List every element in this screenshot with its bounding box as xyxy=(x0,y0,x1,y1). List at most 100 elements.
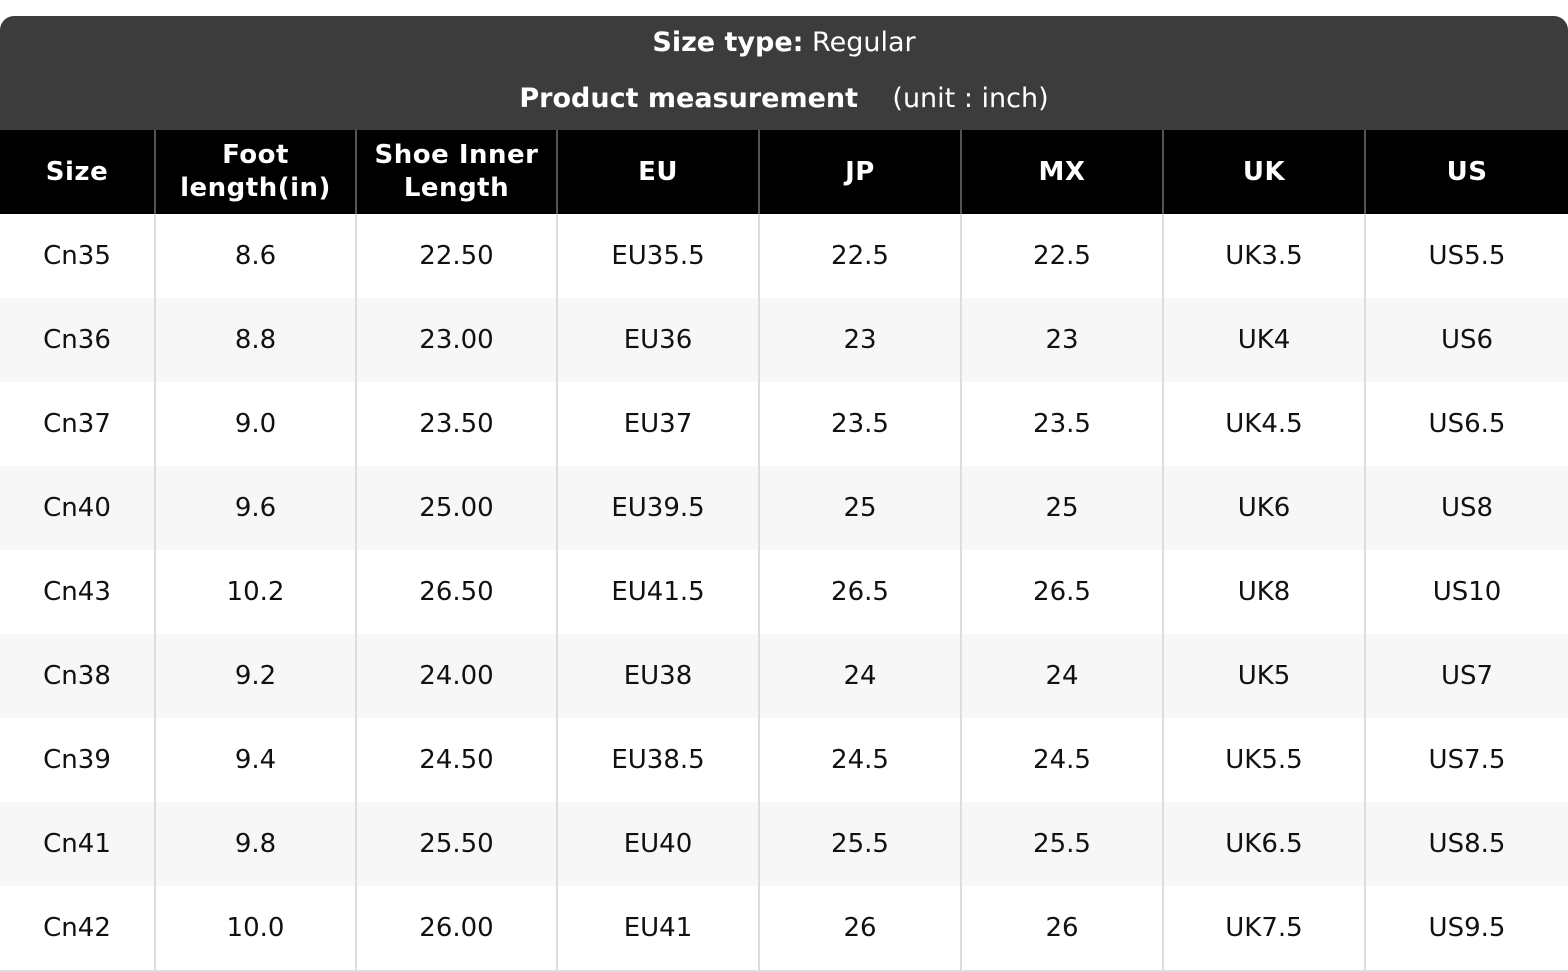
table-cell: 25 xyxy=(758,466,961,550)
table-cell: 26.5 xyxy=(960,550,1163,634)
table-cell: 23.50 xyxy=(355,382,557,466)
table-row: Cn37 9.0 23.50 EU37 23.5 23.5 UK4.5 US6.5 xyxy=(0,382,1568,466)
table-cell: 24 xyxy=(960,634,1163,718)
table-cell: 25 xyxy=(960,466,1163,550)
table-cell: Cn40 xyxy=(0,466,155,550)
table-cell: US8 xyxy=(1364,466,1568,550)
table-cell: Cn37 xyxy=(0,382,155,466)
table-cell: 9.0 xyxy=(154,382,356,466)
table-row: Cn40 9.6 25.00 EU39.5 25 25 UK6 US8 xyxy=(0,466,1568,550)
table-cell: EU41 xyxy=(556,886,759,972)
table-cell: UK6 xyxy=(1162,466,1365,550)
table-cell: 26 xyxy=(960,886,1163,972)
table-cell: 26.5 xyxy=(758,550,961,634)
unit: (unit : inch) xyxy=(892,83,1049,114)
table-cell: 8.8 xyxy=(154,298,356,382)
table-cell: 25.50 xyxy=(355,802,557,886)
table-row: Cn35 8.6 22.50 EU35.5 22.5 22.5 UK3.5 US5.5 xyxy=(0,214,1568,298)
table-cell: 24 xyxy=(758,634,961,718)
table-cell: 9.8 xyxy=(154,802,356,886)
table-cell: UK4.5 xyxy=(1162,382,1365,466)
table-cell: 9.4 xyxy=(154,718,356,802)
table-cell: 22.50 xyxy=(355,214,557,298)
column-header: Shoe Inner Length xyxy=(355,130,557,214)
table-cell: US7.5 xyxy=(1364,718,1568,802)
table-row: Cn38 9.2 24.00 EU38 24 24 UK5 US7 xyxy=(0,634,1568,718)
measurement-label: Product measurement xyxy=(519,83,859,114)
table-cell: 24.50 xyxy=(355,718,557,802)
table-cell: 9.2 xyxy=(154,634,356,718)
table-cell: US10 xyxy=(1364,550,1568,634)
table-row: Cn43 10.2 26.50 EU41.5 26.5 26.5 UK8 US10 xyxy=(0,550,1568,634)
column-header: US xyxy=(1364,130,1568,214)
table-cell: 10.0 xyxy=(154,886,356,972)
table-cell: Cn39 xyxy=(0,718,155,802)
table-cell: EU38 xyxy=(556,634,759,718)
table-cell: UK5.5 xyxy=(1162,718,1365,802)
chart-header: Size type: Regular Product measurement (… xyxy=(0,16,1568,130)
table-cell: US8.5 xyxy=(1364,802,1568,886)
table-cell: Cn38 xyxy=(0,634,155,718)
table-cell: 23 xyxy=(758,298,961,382)
table-cell: 9.6 xyxy=(154,466,356,550)
size-table: Size Foot length(in) Shoe Inner Length EU JP… xyxy=(0,130,1568,972)
table-cell: EU35.5 xyxy=(556,214,759,298)
table-cell: EU36 xyxy=(556,298,759,382)
table-cell: Cn36 xyxy=(0,298,155,382)
table-body: Cn35 8.6 22.50 EU35.5 22.5 22.5 UK3.5 US5.5 Cn36… xyxy=(0,214,1568,972)
column-header: EU xyxy=(556,130,759,214)
table-cell: 26 xyxy=(758,886,961,972)
table-cell: EU39.5 xyxy=(556,466,759,550)
table-row: Cn39 9.4 24.50 EU38.5 24.5 24.5 UK5.5 US7.5 xyxy=(0,718,1568,802)
table-cell: 23.5 xyxy=(758,382,961,466)
table-cell: Cn43 xyxy=(0,550,155,634)
table-cell: UK8 xyxy=(1162,550,1365,634)
column-header: Size xyxy=(0,130,155,214)
size-type-line: Size type: Regular xyxy=(0,26,1568,60)
table-cell: 26.50 xyxy=(355,550,557,634)
table-cell: 24.00 xyxy=(355,634,557,718)
table-cell: 25.5 xyxy=(960,802,1163,886)
table-cell: 10.2 xyxy=(154,550,356,634)
column-header: Foot length(in) xyxy=(154,130,356,214)
table-cell: UK6.5 xyxy=(1162,802,1365,886)
table-cell: US6.5 xyxy=(1364,382,1568,466)
table-cell: 22.5 xyxy=(960,214,1163,298)
table-cell: Cn42 xyxy=(0,886,155,972)
table-cell: UK7.5 xyxy=(1162,886,1365,972)
table-cell: 25.5 xyxy=(758,802,961,886)
table-cell: 24.5 xyxy=(758,718,961,802)
table-row: Cn42 10.0 26.00 EU41 26 26 UK7.5 US9.5 xyxy=(0,886,1568,972)
table-cell: 23.00 xyxy=(355,298,557,382)
measurement-line: Product measurement (unit : inch) xyxy=(0,82,1568,116)
size-chart: Size type: Regular Product measurement (… xyxy=(0,16,1568,972)
size-type-label: Size type: xyxy=(652,27,804,58)
column-header: MX xyxy=(960,130,1163,214)
header-row: Size Foot length(in) Shoe Inner Length EU JP… xyxy=(0,130,1568,214)
column-header: UK xyxy=(1162,130,1365,214)
table-cell: US5.5 xyxy=(1364,214,1568,298)
table-cell: 22.5 xyxy=(758,214,961,298)
table-cell: UK3.5 xyxy=(1162,214,1365,298)
table-cell: Cn35 xyxy=(0,214,155,298)
table-cell: 23.5 xyxy=(960,382,1163,466)
column-header: JP xyxy=(758,130,961,214)
table-cell: 8.6 xyxy=(154,214,356,298)
size-type: Regular xyxy=(812,27,916,58)
table-row: Cn36 8.8 23.00 EU36 23 23 UK4 US6 xyxy=(0,298,1568,382)
table-row: Cn41 9.8 25.50 EU40 25.5 25.5 UK6.5 US8.5 xyxy=(0,802,1568,886)
table-cell: US9.5 xyxy=(1364,886,1568,972)
table-cell: UK5 xyxy=(1162,634,1365,718)
table-cell: EU41.5 xyxy=(556,550,759,634)
table-cell: 24.5 xyxy=(960,718,1163,802)
table-cell: US7 xyxy=(1364,634,1568,718)
table-cell: Cn41 xyxy=(0,802,155,886)
table-cell: US6 xyxy=(1364,298,1568,382)
table-cell: UK4 xyxy=(1162,298,1365,382)
table-cell: 25.00 xyxy=(355,466,557,550)
table-cell: 26.00 xyxy=(355,886,557,972)
table-cell: EU37 xyxy=(556,382,759,466)
table-cell: 23 xyxy=(960,298,1163,382)
table-cell: EU40 xyxy=(556,802,759,886)
